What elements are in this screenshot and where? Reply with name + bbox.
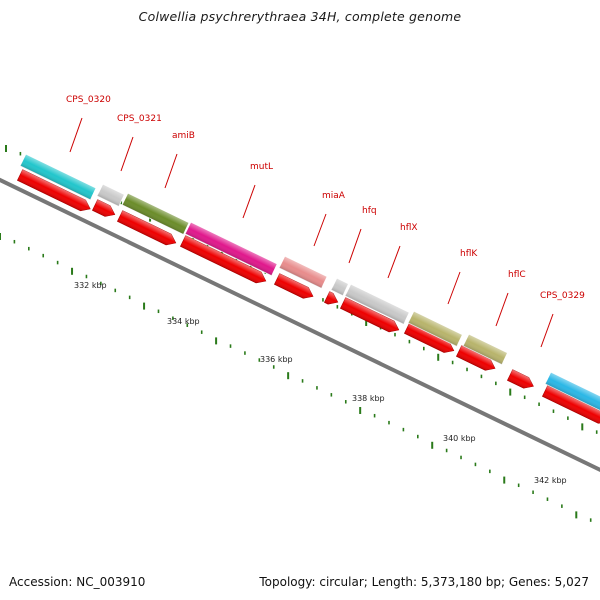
- gene-block-hflk[interactable]: [407, 310, 463, 347]
- gene-leader-line: [69, 117, 83, 153]
- gene-label-cps-0329: CPS_0329: [540, 291, 585, 301]
- cds-arrow[interactable]: [455, 345, 497, 374]
- cds-arrow[interactable]: [273, 273, 315, 302]
- gene-block-amib[interactable]: [121, 192, 190, 235]
- gene-label-amib: amiB: [172, 131, 195, 141]
- ruler-label: 338 kbp: [352, 394, 385, 403]
- cds-arrow[interactable]: [16, 169, 92, 215]
- topology-text: Topology: circular; Length: 5,373,180 bp…: [259, 575, 589, 589]
- cds-arrow[interactable]: [179, 235, 268, 287]
- gene-block-hflc[interactable]: [462, 333, 509, 366]
- cds-arrow[interactable]: [323, 291, 340, 308]
- gene-block-cps-0320[interactable]: [19, 153, 97, 201]
- cds-arrow[interactable]: [541, 385, 600, 427]
- gene-label-miaa: miaA: [322, 191, 346, 201]
- gene-block-cps-0321[interactable]: [96, 183, 125, 207]
- gene-leader-line: [348, 228, 362, 264]
- gene-block-miaa[interactable]: [278, 255, 328, 289]
- gene-label-hflc: hflC: [508, 270, 526, 280]
- ruler-label: 340 kbp: [443, 434, 476, 443]
- gene-leader-line: [540, 313, 554, 348]
- gene-label-hfq: hfq: [362, 206, 377, 216]
- ruler-label: 334 kbp: [167, 317, 200, 326]
- backbone-line: [0, 177, 600, 473]
- gene-leader-line: [242, 184, 256, 219]
- cds-arrow[interactable]: [339, 297, 401, 336]
- ruler-label: 336 kbp: [260, 355, 293, 364]
- gene-leader-line: [164, 153, 178, 189]
- gene-leader-line: [495, 292, 509, 327]
- cds-arrow[interactable]: [506, 369, 536, 392]
- ruler-label: 332 kbp: [74, 281, 107, 290]
- gene-label-hflk: hflK: [460, 249, 478, 259]
- gene-block-hfq[interactable]: [330, 277, 350, 297]
- gene-leader-line: [387, 245, 401, 279]
- gene-block-cps-0329[interactable]: [544, 371, 600, 415]
- gene-block-mutl[interactable]: [184, 221, 278, 277]
- cds-arrow[interactable]: [116, 210, 178, 249]
- map-title: Colwellia psychrerythraea 34H, complete …: [138, 9, 462, 24]
- gene-leader-line: [120, 136, 134, 172]
- gene-block-hflx[interactable]: [344, 283, 410, 325]
- gene-leader-line: [313, 213, 327, 247]
- gene-label-mutl: mutL: [250, 162, 273, 172]
- gene-label-hflx: hflX: [400, 223, 418, 233]
- accession-text: Accession: NC_003910: [9, 575, 146, 589]
- ruler-label: 342 kbp: [534, 476, 567, 485]
- gene-label-cps-0321: CPS_0321: [117, 114, 162, 124]
- gene-leader-line: [447, 271, 461, 305]
- gene-label-cps-0320: CPS_0320: [66, 95, 111, 105]
- cds-arrow[interactable]: [91, 199, 117, 220]
